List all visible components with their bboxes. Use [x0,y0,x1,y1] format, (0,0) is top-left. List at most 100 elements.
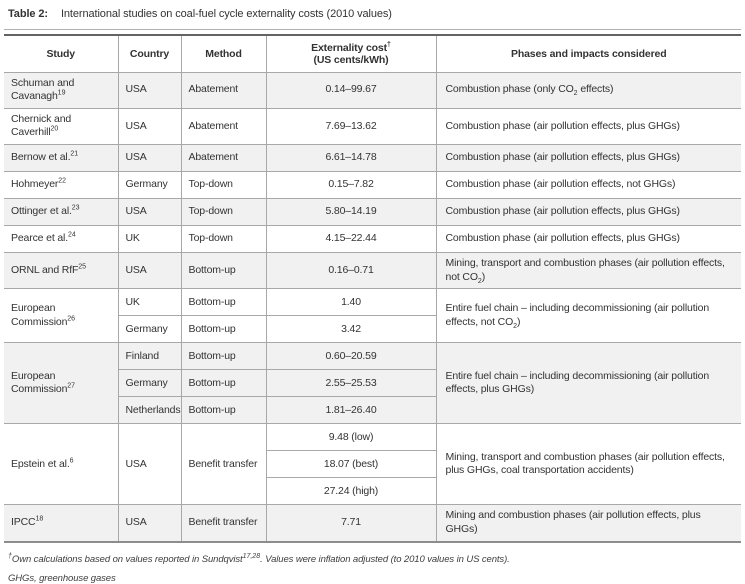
table-row: Schuman and Cavanagh19 USA Abatement 0.14–9… [4,72,741,109]
header-sublabel: (US cents/kWh) [313,53,389,66]
table-row: 27.24 (high) [4,477,741,506]
country-cell: Netherlands [117,396,181,425]
method-cell: Abatement [180,108,266,146]
table-row: Germany Bottom-up 2.55–25.53 [4,369,741,398]
method-cell: Abatement [180,144,266,173]
method-cell: Benefit transfer [180,504,266,543]
header-cell-cost: Externality cost† (US cents/kWh) [265,35,436,73]
cost-cell: 0.16–0.71 [265,252,436,290]
cost-cell: 0.15–7.82 [265,171,436,200]
study-cell: Pearce et al.24 [4,225,118,254]
table-row: European Commission26 UK Bottom-up 1.40 Enti… [4,288,741,344]
country-cell: USA [117,504,181,543]
footnote: †Own calculations based on values report… [8,552,510,565]
phases-cell: Combustion phase (air pollution effects,… [435,108,741,146]
dagger-superscript: † [386,41,391,49]
reference-superscript: 23 [71,204,80,212]
phases-cell: Mining, transport and combustion phases … [435,423,741,506]
header-cell-method: Method [180,35,266,73]
table-row: Netherlands Bottom-up 1.81–26.40 [4,396,741,425]
method-cell: Bottom-up [180,252,266,290]
country-cell: Germany [117,315,181,344]
table-row: Pearce et al.24 UK Top-down 4.15–22.44 Combu… [4,225,741,254]
study-cell: ORNL and RfF25 [4,252,118,290]
reference-superscript: 6 [69,457,74,465]
reference-superscript: 19 [57,89,66,97]
caption-text: International studies on coal-fuel cycle… [60,8,392,20]
country-cell: Germany [117,369,181,398]
phases-cell: Mining, transport and combustion phases … [435,252,741,290]
cost-cell: 4.15–22.44 [265,225,436,254]
country-cell: USA [117,252,181,290]
cost-cell: 2.55–25.53 [265,369,436,398]
reference-superscript: 25 [78,263,87,271]
country-cell: USA [117,423,181,506]
table-row: Germany Bottom-up 3.42 [4,315,741,344]
phases-cell: Combustion phase (air pollution effects,… [435,171,741,200]
country-cell: UK [117,225,181,254]
superscript: † [8,552,12,560]
reference-superscript: 18 [35,515,44,523]
cost-cell: 0.60–20.59 [265,342,436,371]
cost-cell: 7.71 [265,504,436,543]
header-label: Country [129,47,170,60]
header-label: Method [205,47,242,60]
phases-cell: Combustion phase (air pollution effects,… [435,198,741,227]
table-row: Hohmeyer22 Germany Top-down 0.15–7.82 Combus… [4,171,741,200]
method-cell: Top-down [180,225,266,254]
caption-divider-rule [4,29,741,30]
subscript: 2 [477,277,482,285]
study-cell: Chernick and Caverhill20 [4,108,118,146]
footnotes: †Own calculations based on values report… [4,552,741,583]
header-cell-phases: Phases and impacts considered [435,35,741,73]
header-label: Externality cost† [311,41,391,54]
cost-cell: 1.81–26.40 [265,396,436,425]
study-cell: Ottinger et al.23 [4,198,118,227]
header-row: Study Country Method Externality cost† (US c… [4,35,741,73]
table-row: IPCC18 USA Benefit transfer 7.71 Mining and … [4,504,741,543]
table-body: Schuman and Cavanagh19 USA Abatement 0.14–9… [4,72,741,543]
phases-cell: Entire fuel chain – including decommissi… [435,288,741,344]
table-caption: Table 2: International studies on coal-f… [4,8,741,20]
reference-superscript: 21 [70,150,79,158]
study-cell: Bernow et al.21 [4,144,118,173]
phases-cell: Combustion phase (only CO2 effects) [435,72,741,109]
study-cell: European Commission27 [4,342,118,425]
method-cell: Abatement [180,72,266,109]
cost-cell: 9.48 (low) [265,423,436,452]
method-cell: Bottom-up [180,342,266,371]
reference-superscript: 20 [50,125,59,133]
cost-cell: 27.24 (high) [265,477,436,506]
table-row: European Commission27 Finland Bottom-up 0.6… [4,342,741,425]
table-header: Study Country Method Externality cost† (US c… [4,35,741,73]
method-cell: Top-down [180,198,266,227]
country-cell: Germany [117,171,181,200]
method-cell: Bottom-up [180,315,266,344]
study-cell: Schuman and Cavanagh19 [4,72,118,109]
subscript: 2 [573,90,578,98]
table-row: Chernick and Caverhill20 USA Abatement 7.69… [4,108,741,146]
phases-cell: Combustion phase (air pollution effects,… [435,225,741,254]
country-cell: UK [117,288,181,317]
header-cell-study: Study [4,35,118,73]
country-cell: USA [117,144,181,173]
country-cell: USA [117,198,181,227]
cost-cell: 1.40 [265,288,436,317]
reference-superscript: 24 [68,231,76,239]
method-cell: Bottom-up [180,288,266,317]
externality-table: Study Country Method Externality cost† (US c… [4,34,741,543]
header-label: Phases and impacts considered [510,47,667,60]
header-label: Study [46,47,76,60]
phases-cell: Mining and combustion phases (air pollut… [435,504,741,543]
country-cell: Finland [117,342,181,371]
subscript: 2 [513,322,517,330]
superscript: 17,28 [242,552,261,560]
method-cell: Top-down [180,171,266,200]
cost-cell: 6.61–14.78 [265,144,436,173]
cost-cell: 18.07 (best) [265,450,436,479]
header-cell-country: Country [117,35,181,73]
phases-cell: Combustion phase (air pollution effects,… [435,144,741,173]
reference-superscript: 22 [58,177,67,185]
study-cell: Hohmeyer22 [4,171,118,200]
